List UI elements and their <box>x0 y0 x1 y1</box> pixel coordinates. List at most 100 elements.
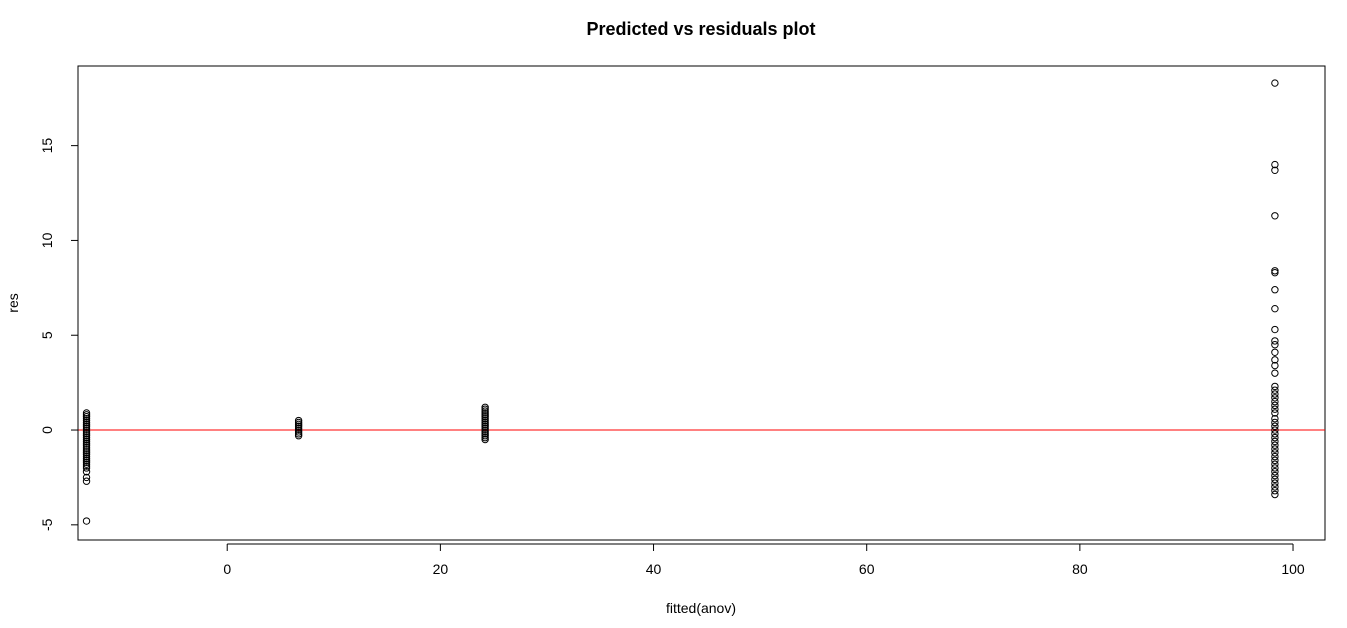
data-point <box>1271 426 1279 434</box>
data-point <box>294 424 303 432</box>
data-point <box>481 407 489 415</box>
x-tick-label: 60 <box>859 561 875 577</box>
data-point <box>82 422 91 430</box>
data-point <box>481 422 489 430</box>
data-point <box>1271 441 1279 449</box>
data-point <box>481 413 489 421</box>
data-point <box>1271 464 1279 472</box>
data-point <box>294 416 303 425</box>
data-point <box>82 437 91 446</box>
data-point <box>294 430 303 438</box>
data-point <box>1271 430 1279 438</box>
data-point <box>1271 449 1279 457</box>
data-point <box>294 418 303 427</box>
data-point <box>82 458 91 466</box>
data-point <box>294 420 303 429</box>
data-point <box>82 517 91 525</box>
data-point <box>1271 401 1279 410</box>
data-point <box>1271 405 1279 413</box>
data-point <box>82 424 91 432</box>
data-point <box>82 428 91 436</box>
data-point <box>82 460 91 468</box>
x-tick-label: 100 <box>1281 561 1305 577</box>
data-point <box>82 445 91 453</box>
data-point <box>1271 268 1279 277</box>
data-point <box>82 433 91 442</box>
y-tick-label: 5 <box>39 331 55 339</box>
data-point <box>481 426 489 434</box>
data-point <box>481 428 489 436</box>
x-axis: 0 20 40 60 80 100 <box>223 543 1305 577</box>
data-point <box>82 414 91 423</box>
data-point <box>82 411 91 419</box>
data-point <box>1271 166 1279 174</box>
data-point <box>82 435 91 444</box>
data-point <box>82 450 91 459</box>
data-point <box>82 456 91 465</box>
data-point <box>1271 160 1279 169</box>
data-point <box>481 416 489 425</box>
data-point <box>1271 356 1279 364</box>
data-point <box>1271 437 1279 446</box>
data-point <box>1271 341 1279 349</box>
x-tick-label: 80 <box>1072 561 1088 577</box>
data-point <box>1271 286 1279 294</box>
data-point <box>1271 456 1279 465</box>
data-point <box>481 430 489 438</box>
data-point <box>481 414 489 423</box>
data-point <box>481 435 489 444</box>
data-point <box>1271 325 1279 334</box>
data-point <box>1271 397 1279 406</box>
data-point <box>1271 460 1279 468</box>
data-point <box>294 422 303 430</box>
y-tick-label: 0 <box>39 426 55 434</box>
data-point <box>1271 382 1279 391</box>
data-point <box>82 420 91 429</box>
data-point <box>1271 304 1279 313</box>
data-point <box>481 409 489 417</box>
data-point <box>481 432 489 440</box>
data-point <box>1271 452 1279 461</box>
data-point <box>82 477 91 485</box>
data-point <box>1271 348 1279 356</box>
data-point <box>294 428 303 436</box>
data-point <box>294 426 303 434</box>
data-point <box>1271 337 1279 345</box>
y-tick-label: 10 <box>39 232 55 248</box>
data-point <box>1271 267 1279 275</box>
data-point <box>1271 409 1279 417</box>
data-point <box>1271 483 1279 491</box>
y-axis-label: res <box>5 293 21 312</box>
data-point <box>481 411 489 419</box>
x-axis-label: fitted(anov) <box>666 600 736 616</box>
data-point <box>82 452 91 461</box>
data-point <box>82 409 91 417</box>
data-point <box>82 454 91 463</box>
data-point <box>1271 468 1279 476</box>
data-point <box>1271 212 1279 220</box>
data-point <box>1271 445 1279 453</box>
data-point <box>1271 369 1279 377</box>
data-point <box>82 430 91 438</box>
data-point <box>1271 79 1279 87</box>
data-point <box>82 441 91 449</box>
data-point <box>481 403 489 411</box>
data-point <box>1271 433 1279 442</box>
data-point <box>481 433 489 442</box>
data-point <box>1271 394 1279 402</box>
points-layer <box>82 79 1279 525</box>
data-point <box>82 439 91 448</box>
data-point <box>481 424 489 432</box>
data-point <box>1271 479 1279 487</box>
data-point <box>481 405 489 413</box>
plot-border <box>77 65 1326 541</box>
x-tick-label: 0 <box>223 561 231 577</box>
data-point <box>1271 414 1279 423</box>
data-point <box>1271 471 1279 480</box>
y-tick-label: -5 <box>39 518 55 531</box>
y-axis: -5 0 5 10 15 <box>39 138 79 531</box>
data-point <box>1271 361 1279 370</box>
data-point <box>82 416 91 425</box>
x-tick-label: 40 <box>646 561 662 577</box>
